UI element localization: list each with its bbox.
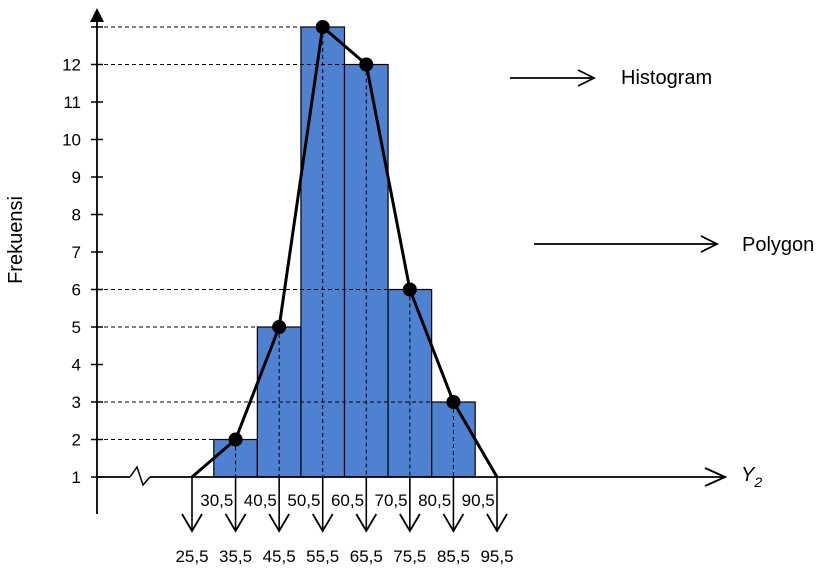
boundary-label-1: 30,5 (200, 491, 233, 510)
midpoint-label-5: 65,5 (350, 547, 383, 566)
y-tick-label-6: 6 (72, 281, 81, 300)
midpoint-label-3: 45,5 (263, 547, 296, 566)
midpoint-arrow-icon-1 (181, 513, 203, 533)
midpoint-label-6: 75,5 (393, 547, 426, 566)
polygon-point-3 (315, 20, 330, 34)
y-tick-label-4: 4 (72, 356, 81, 375)
y-tick-label-9: 9 (72, 168, 81, 187)
x-axis-label-base: Y (741, 464, 756, 486)
y-axis-arrow-icon (90, 8, 104, 22)
y-tick-label-5: 5 (72, 318, 81, 337)
y-tick-label-11: 11 (63, 93, 81, 112)
y-tick-label-7: 7 (72, 243, 81, 262)
polygon-point-6 (446, 395, 461, 409)
midpoint-arrow-icon-4 (311, 513, 334, 533)
midpoint-label-4: 55,5 (306, 547, 339, 566)
midpoint-label-8: 95,5 (480, 547, 513, 566)
dashed-guides (97, 26, 454, 477)
annotations: Frekuensi Y2 Histogram Polygon (5, 67, 814, 490)
midpoint-arrow-icon-6 (399, 513, 421, 533)
midpoint-label-2: 35,5 (219, 547, 252, 566)
y-tick-label-3: 3 (72, 393, 81, 412)
polygon-point-2 (272, 320, 287, 334)
histogram-annotation: Histogram (621, 67, 712, 89)
polygon-point-4 (359, 57, 374, 72)
polygon-arrow-icon (700, 235, 720, 253)
boundary-label-5: 70,5 (375, 491, 408, 510)
midpoint-arrow-icon-5 (355, 513, 378, 533)
histogram-arrow-icon (577, 69, 597, 87)
polygon-point-1 (228, 432, 243, 447)
y-tick-label-10: 10 (62, 131, 81, 150)
boundary-label-4: 60,5 (331, 491, 364, 510)
axis-break-icon (129, 465, 151, 487)
polygon-line (191, 25, 499, 479)
y-tick-label-2: 2 (72, 431, 81, 450)
y-tick-label-12: 12 (62, 56, 81, 75)
y-axis-label: Frekuensi (5, 196, 27, 284)
x-axis-arrow-icon (704, 467, 728, 487)
axes (90, 8, 728, 533)
midpoint-arrow-icon-3 (268, 513, 290, 533)
polygon-annotation: Polygon (742, 234, 814, 256)
midpoint-label-7: 85,5 (437, 547, 470, 566)
midpoint-arrow-icon-7 (442, 513, 465, 533)
midpoint-arrow-icon-8 (486, 513, 508, 533)
midpoint-label-1: 25,5 (175, 547, 208, 566)
boundary-label-2: 40,5 (244, 491, 277, 510)
boundary-label-6: 80,5 (418, 491, 451, 510)
polygon-point-5 (402, 282, 417, 297)
boundary-label-3: 50,5 (287, 491, 320, 510)
boundary-label-7: 90,5 (462, 491, 495, 510)
x-axis-label: Y2 (741, 464, 762, 490)
midpoint-arrow-icon-2 (224, 513, 247, 533)
frequency-polygon (191, 20, 499, 479)
y-tick-label-1: 1 (72, 468, 81, 487)
y-tick-label-8: 8 (72, 206, 81, 225)
x-axis-label-subscript: 2 (753, 474, 762, 490)
